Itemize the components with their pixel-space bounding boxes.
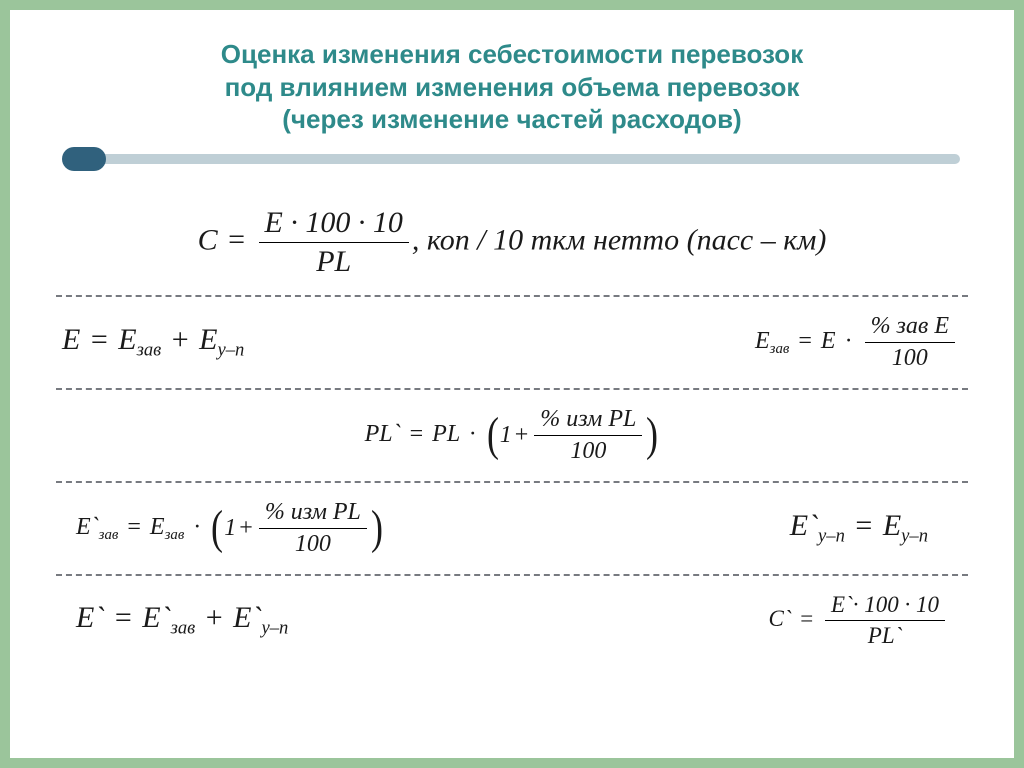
eq2r-rhsb: E: [821, 328, 836, 354]
eq4r-lhss: у–п: [818, 525, 845, 546]
equation-row-5: E` = E`зав + E`у–п С` = E`· 100 · 10 PL`: [56, 576, 968, 666]
eq4r-rhss: у–п: [901, 525, 928, 546]
eq2r-num: % зав E: [865, 313, 955, 342]
equation-row-1: С = E · 100 · 10 PL , коп / 10 ткм нетто…: [56, 190, 968, 297]
eq4l-rhss: зав: [165, 527, 185, 543]
eq3-rhsb: PL: [432, 421, 460, 447]
eq4l-rhsb: E: [150, 514, 165, 540]
underline-bar: [64, 154, 960, 164]
eq5r-den: PL`: [825, 620, 945, 649]
equation-eyp-new: E`у–п = Eу–п: [790, 509, 928, 548]
eq2l-t2b: E: [199, 323, 217, 356]
equation-pl-new: PL` = PL · ( 1 + % изм PL 100 ): [365, 406, 660, 465]
eq3-pnum: % изм PL: [534, 406, 642, 435]
eq2r-lhss: зав: [770, 341, 790, 357]
eq3-one: 1: [500, 422, 512, 449]
eq5l-lhs: E`: [76, 601, 104, 634]
eq2l-t1s: зав: [137, 339, 162, 360]
equation-row-4: E`зав = Eзав · ( 1 + % изм PL 100 ) E`у–…: [56, 483, 968, 576]
eq5r-lhs: С`: [769, 606, 792, 631]
eq4l-pnum: % изм PL: [259, 499, 367, 528]
equation-e-new-sum: E` = E`зав + E`у–п: [76, 601, 288, 640]
title-underline: [64, 150, 960, 168]
title-line-3: (через изменение частей расходов): [282, 104, 741, 134]
eq4l-one: 1: [224, 515, 236, 542]
eq2l-lhs: E: [62, 323, 80, 356]
eq5r-num: E`· 100 · 10: [825, 592, 945, 620]
eq4r-rhsb: E: [883, 509, 901, 542]
equation-row-3: PL` = PL · ( 1 + % изм PL 100 ): [56, 390, 968, 483]
eq2r-lhsb: E: [755, 328, 770, 354]
eq1-num: E · 100 · 10: [259, 206, 409, 242]
eq4r-lhsb: E`: [790, 509, 818, 542]
equation-ezav: Eзав = E · % зав E 100: [755, 313, 958, 372]
eq5l-t2s: у–п: [261, 618, 288, 639]
eq5l-t1b: E`: [142, 601, 170, 634]
equation-row-2: E = Eзав + Eу–п Eзав = E · % зав E 100: [56, 297, 968, 390]
eq5l-t1s: зав: [171, 618, 196, 639]
eq1-unit: , коп / 10 ткм нетто (пасс – км): [412, 223, 827, 256]
eq3-lhs: PL`: [365, 421, 401, 447]
slide-title: Оценка изменения себестоимости перевозок…: [56, 38, 968, 136]
title-line-1: Оценка изменения себестоимости перевозок: [221, 39, 803, 69]
eq5l-t2b: E`: [233, 601, 261, 634]
equation-cost: С = E · 100 · 10 PL , коп / 10 ткм нетто…: [198, 206, 827, 279]
equation-e-sum: E = Eзав + Eу–п: [62, 323, 244, 362]
eq5l-plus: +: [206, 601, 223, 634]
equation-cost-new: С` = E`· 100 · 10 PL`: [769, 592, 948, 649]
slide: Оценка изменения себестоимости перевозок…: [0, 0, 1024, 768]
eq2l-plus: +: [172, 323, 189, 356]
eq4l-pden: 100: [259, 528, 367, 558]
eq4l-lhsb: E`: [76, 514, 99, 540]
eq2l-t2s: у–п: [217, 339, 244, 360]
eq3-pden: 100: [534, 435, 642, 465]
underline-knob: [62, 147, 106, 171]
eq2l-t1b: E: [118, 323, 136, 356]
eq2r-den: 100: [865, 342, 955, 372]
eq1-lhs: С: [198, 223, 218, 256]
eq1-den: PL: [259, 242, 409, 279]
title-line-2: под влиянием изменения объема перевозок: [225, 72, 800, 102]
eq4l-lhss: зав: [99, 527, 119, 543]
equation-ezav-new: E`зав = Eзав · ( 1 + % изм PL 100 ): [76, 499, 384, 558]
